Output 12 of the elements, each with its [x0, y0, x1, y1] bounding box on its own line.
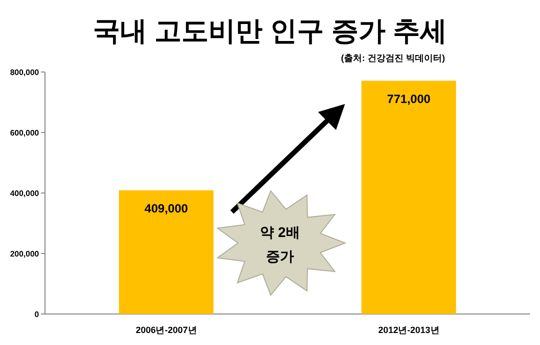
chart-title: 국내 고도비만 인구 증가 추세 — [92, 16, 448, 46]
annotation: 약 2배 증가 — [260, 224, 300, 264]
y-tick-label: 400,000 — [10, 189, 40, 198]
x-tick-label: 2012년-2013년 — [378, 325, 440, 335]
data-label: 409,000 — [144, 201, 188, 216]
y-tick-label: 800,000 — [10, 68, 40, 77]
x-tick-label: 2006년-2007년 — [136, 325, 197, 335]
y-tick-label: 200,000 — [10, 250, 40, 258]
y-tick-label: 0 — [34, 310, 40, 319]
text: (출처: 건강검진 빅데이터) — [341, 53, 445, 63]
y-tick-label: 600,000 — [10, 128, 40, 138]
data-label: 771,000 — [387, 92, 431, 106]
